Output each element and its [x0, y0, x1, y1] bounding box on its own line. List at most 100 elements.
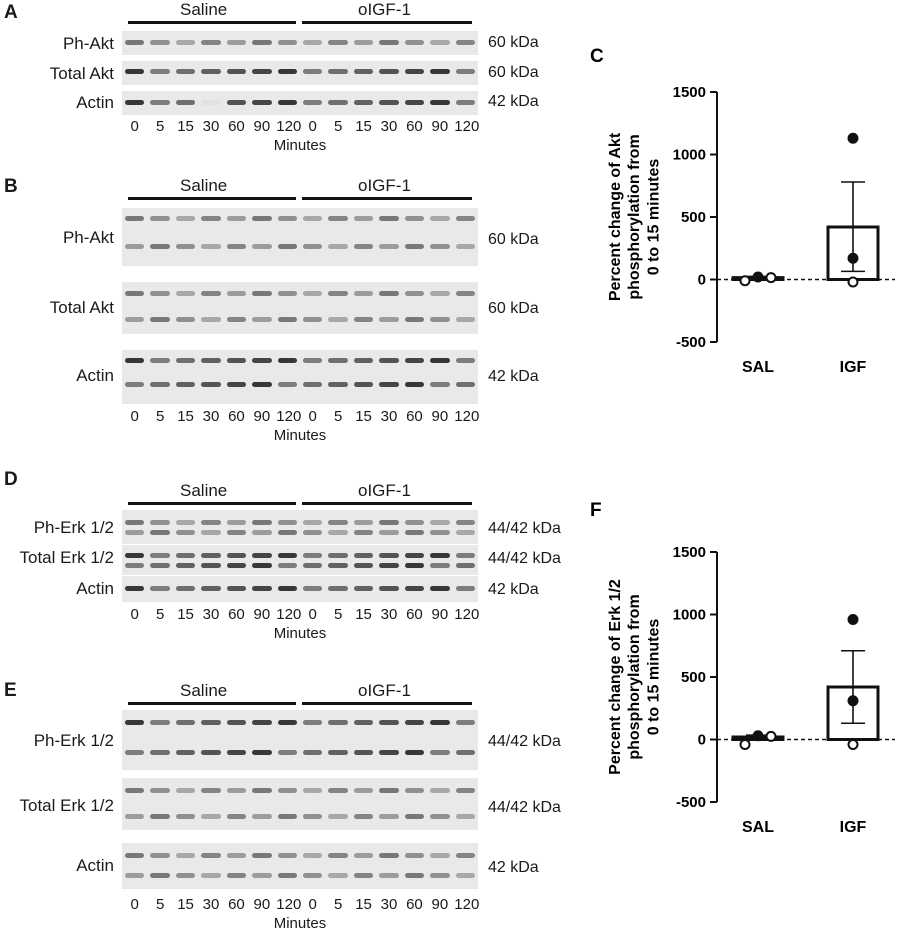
data-point: [847, 252, 859, 264]
blot-band: [150, 40, 170, 45]
akt-chart: C Percent change of Akt phosphorylation fr…: [590, 46, 895, 376]
y-tick-label: 0: [698, 732, 706, 749]
blot-band: [430, 814, 450, 819]
data-point: [847, 739, 859, 750]
blot-band: [201, 317, 221, 322]
panel-letter-D: D: [4, 469, 18, 490]
time-point-label: 0: [308, 408, 317, 425]
blot-band: [303, 520, 323, 525]
blot-band: [379, 750, 399, 755]
panel-letter-A: A: [4, 2, 18, 23]
row-label: Ph-Akt: [62, 228, 114, 247]
blot-band: [226, 244, 247, 249]
blot-band: [201, 520, 221, 525]
blot-band: [455, 244, 475, 249]
blot-band: [404, 382, 425, 387]
blot-band: [226, 358, 247, 363]
blot-band: [252, 520, 272, 525]
blot-band: [150, 291, 170, 296]
y-tick-label: 0: [698, 272, 706, 289]
blot-band: [252, 586, 272, 591]
blot-band: [353, 382, 374, 387]
blot-band: [277, 291, 297, 296]
row-label: Actin: [76, 856, 114, 875]
blot-band: [455, 358, 475, 363]
time-point-label: 0: [130, 408, 139, 425]
y-axis-label-line: Percent change of Erk 1/2: [607, 579, 624, 775]
blot-band: [379, 553, 399, 558]
time-point-label: 5: [333, 606, 343, 623]
blot-band: [277, 873, 297, 878]
blot-band: [150, 520, 170, 525]
blot-band: [277, 788, 297, 793]
blot-band: [328, 853, 348, 858]
blot-band: [277, 530, 297, 535]
blot-band: [404, 873, 425, 878]
group-bar-saline: [128, 197, 296, 200]
time-point-label: 60: [406, 896, 423, 913]
row-label: Total Erk 1/2: [19, 548, 115, 567]
blot-band: [353, 40, 374, 45]
blot-band: [150, 358, 170, 363]
blot-band: [201, 563, 221, 568]
blot-band: [379, 563, 399, 568]
blot-band: [150, 586, 170, 591]
blot-band: [125, 358, 145, 363]
blot-band: [353, 553, 374, 558]
blot-band: [404, 814, 425, 819]
blot-band: [404, 291, 425, 296]
blot-band: [277, 244, 297, 249]
blot-band: [353, 853, 374, 858]
time-point-label: 5: [333, 896, 343, 913]
group-bar-oigf1: [302, 502, 472, 505]
blot-band: [328, 530, 348, 535]
blot-band: [353, 216, 374, 221]
time-point-label: 15: [355, 606, 372, 623]
blot-band: [303, 69, 323, 74]
blot-band: [328, 291, 348, 296]
blot-band: [125, 216, 145, 221]
blot-band: [125, 853, 145, 858]
blot-band: [455, 873, 475, 878]
group-label-oigf1: oIGF-1: [358, 176, 411, 195]
blot-band: [404, 563, 425, 568]
blot-band: [252, 291, 272, 296]
group-label-oigf1: oIGF-1: [358, 0, 411, 19]
blot-band: [252, 382, 272, 387]
blot-band: [175, 553, 196, 558]
group-label-saline: Saline: [180, 681, 228, 700]
blot-band: [252, 750, 272, 755]
time-point-label: 90: [253, 606, 271, 623]
blot-band: [430, 40, 450, 45]
blot-band: [455, 553, 475, 558]
blot-band: [328, 788, 348, 793]
blot-strip: [122, 778, 478, 830]
blot-band: [379, 382, 399, 387]
kda-label: 44/42 kDa: [488, 799, 561, 816]
blot-band: [226, 788, 247, 793]
blot-band: [125, 317, 145, 322]
blot-band: [404, 530, 425, 535]
blot-band: [175, 100, 196, 105]
blot-band: [430, 530, 450, 535]
blot-band: [277, 100, 297, 105]
time-point-label: 5: [155, 408, 165, 425]
blot-band: [353, 720, 374, 725]
blot-band: [379, 586, 399, 591]
blot-band: [125, 244, 145, 249]
x-tick-label: IGF: [840, 819, 867, 836]
kda-label: 60 kDa: [488, 300, 539, 317]
blot-band: [379, 358, 399, 363]
group-bar-saline: [128, 21, 296, 24]
time-point-label: 15: [177, 408, 194, 425]
blot-band: [125, 814, 145, 819]
blot-band: [175, 873, 196, 878]
blot-band: [150, 244, 170, 249]
blot-band: [379, 244, 399, 249]
blot-band: [201, 586, 221, 591]
blot-band: [303, 317, 323, 322]
blot-band: [379, 520, 399, 525]
blot-band: [328, 750, 348, 755]
time-point-label: 90: [431, 896, 449, 913]
time-point-label: 15: [177, 118, 194, 135]
